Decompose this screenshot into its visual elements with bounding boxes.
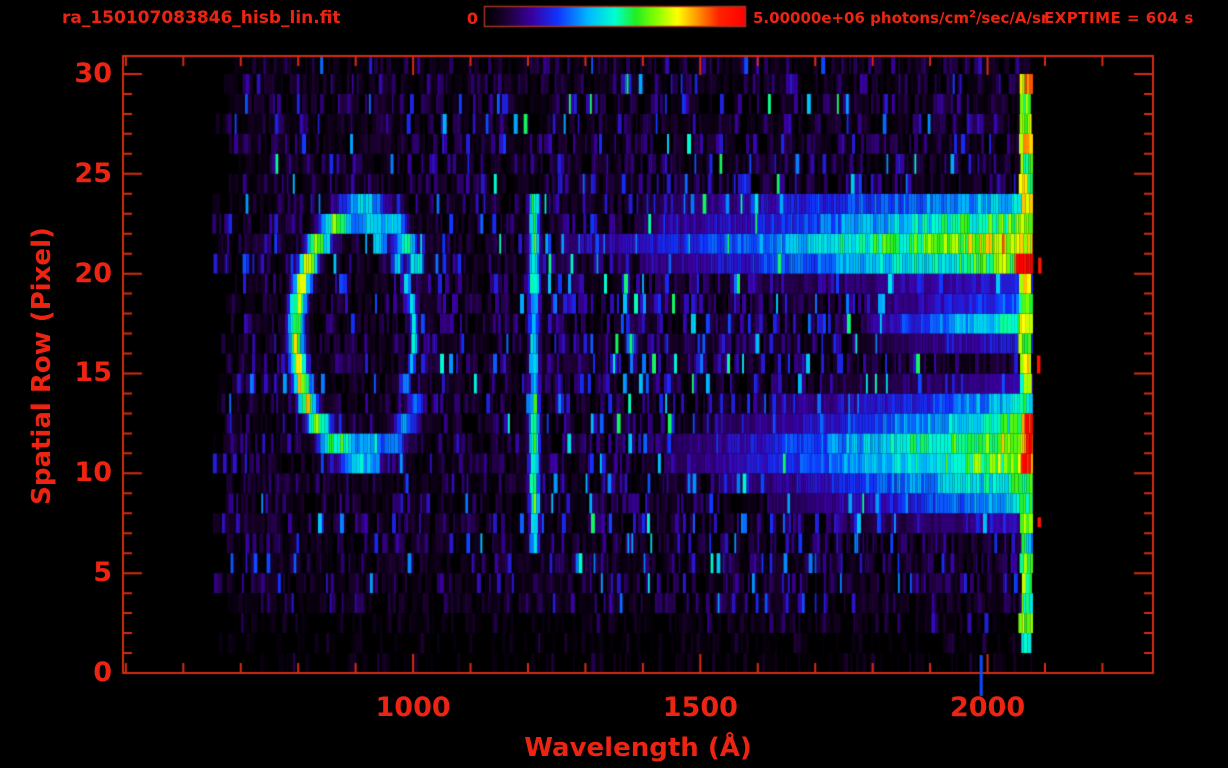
x-axis-title: Wavelength (Å) bbox=[524, 733, 752, 763]
y-tick-label: 15 bbox=[74, 357, 112, 389]
y-tick-label: 25 bbox=[74, 157, 112, 189]
file-title: ra_150107083846_hisb_lin.fit bbox=[62, 8, 341, 28]
colorbar-min-label: 0 bbox=[466, 9, 478, 28]
y-tick-label: 10 bbox=[74, 457, 112, 489]
x-tick-label: 1000 bbox=[375, 692, 451, 723]
colorbar-max-suffix: /sec/A/sr bbox=[975, 9, 1049, 27]
colorbar-max-label: 5.00000e+06 photons/cm2/sec/A/sr bbox=[753, 9, 1048, 27]
exptime-label: EXPTIME = 604 s bbox=[1044, 9, 1194, 27]
x-tick-label: 2000 bbox=[949, 692, 1026, 723]
y-tick-label: 0 bbox=[93, 657, 112, 688]
y-tick-label: 30 bbox=[74, 57, 112, 89]
y-tick-label: 20 bbox=[74, 257, 112, 289]
x-tick-label: 1500 bbox=[662, 692, 738, 723]
colorbar-max-superscript: 2 bbox=[968, 9, 976, 20]
colorbar-max-prefix: 5.00000e+06 photons/cm bbox=[753, 9, 969, 27]
y-tick-label: 5 bbox=[93, 557, 112, 589]
